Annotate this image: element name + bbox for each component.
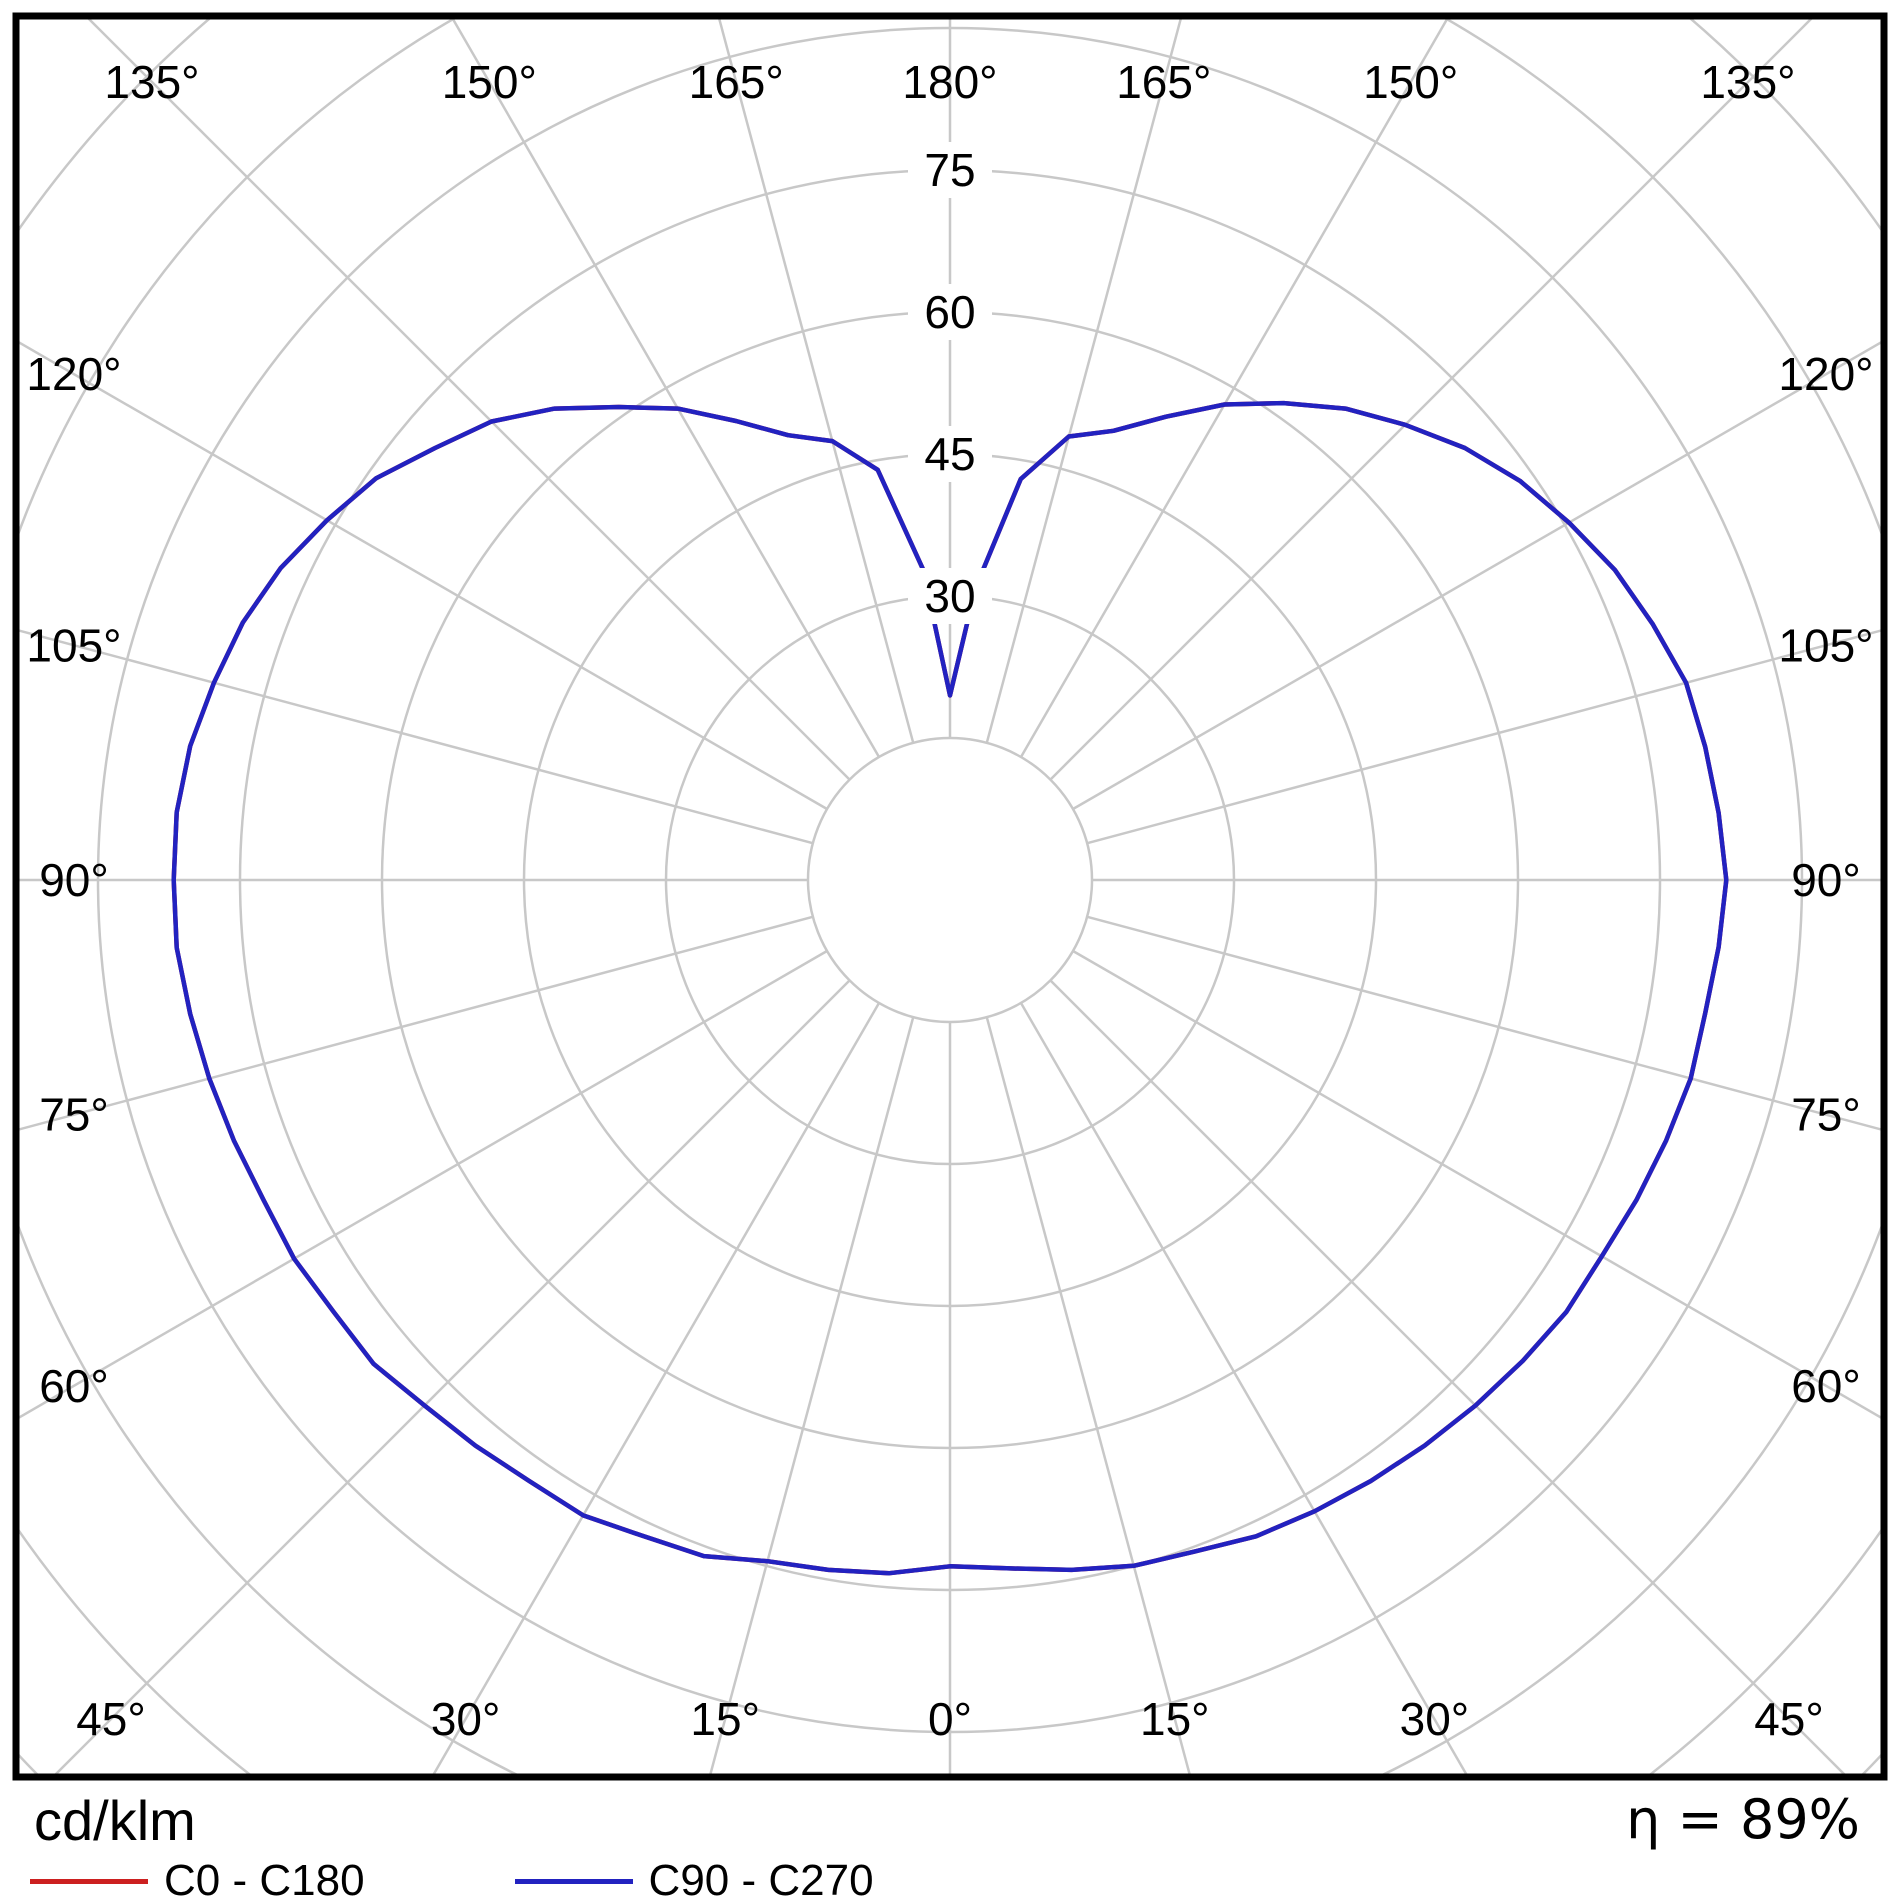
grid-ray (16, 949, 828, 1421)
legend-label-c90-c270: C90 - C270 (648, 1856, 874, 1900)
angle-label: 75° (39, 1089, 109, 1141)
angle-label: 60° (1791, 1360, 1861, 1412)
grid-ray (51, 979, 851, 1777)
grid-ray (708, 1016, 915, 1777)
grid-ray (449, 16, 881, 758)
angle-label: 45° (1754, 1693, 1824, 1745)
angle-label: 120° (26, 348, 121, 400)
angle-label: 90° (1791, 854, 1861, 906)
angle-label: 135° (1700, 56, 1795, 108)
legend-swatch-c0-c180 (30, 1878, 148, 1884)
grid-ray (16, 339, 828, 811)
grid-ray (1086, 915, 1884, 1132)
grid-ray (1086, 628, 1884, 845)
angle-label: 105° (1778, 619, 1873, 671)
angle-label: 15° (1140, 1693, 1210, 1745)
angle-label: 90° (39, 854, 109, 906)
grid-ray (1072, 949, 1884, 1421)
grid-ray (1072, 339, 1884, 811)
angle-label: 30° (431, 1693, 501, 1745)
grid-ray (84, 16, 851, 781)
radial-tick-bg (908, 426, 992, 482)
legend-swatch-c90-c270 (514, 1878, 633, 1884)
grid-ray (16, 915, 814, 1132)
grid-ray (1049, 979, 1849, 1777)
grid-ray (985, 1016, 1192, 1777)
curve-c90-c270 (171, 400, 1729, 1576)
radial-tick-bg (908, 284, 992, 340)
radial-tick-label: 60 (924, 286, 975, 338)
unit-label: cd/klm (34, 1789, 196, 1852)
angle-label: 0° (928, 1693, 972, 1745)
efficiency-label: η = 89% (1626, 1788, 1860, 1851)
angle-label: 15° (690, 1693, 760, 1745)
chart-frame (12, 12, 1888, 1781)
angle-label: 150° (442, 56, 537, 108)
angle-label: 30° (1400, 1693, 1470, 1745)
grid-ray (1019, 1002, 1470, 1777)
grid-ray (717, 16, 915, 744)
radial-tick-bg (908, 142, 992, 198)
angle-label: 180° (902, 56, 997, 108)
angle-label: 45° (76, 1693, 146, 1745)
angle-label: 120° (1778, 348, 1873, 400)
angle-label: 75° (1791, 1089, 1861, 1141)
radial-tick-label: 75 (924, 144, 975, 196)
legend: C0 - C180 C90 - C270 (30, 1856, 1024, 1900)
grid-ray (430, 1002, 881, 1777)
angle-label: 150° (1363, 56, 1458, 108)
grid-ray (985, 16, 1183, 744)
grid-ray (1049, 16, 1816, 781)
radial-tick-bg (908, 568, 992, 624)
angle-label: 165° (1116, 56, 1211, 108)
grid-ray (1019, 16, 1451, 758)
radial-tick-label: 45 (924, 428, 975, 480)
radial-tick-label: 30 (924, 570, 975, 622)
angle-label: 105° (26, 619, 121, 671)
legend-label-c0-c180: C0 - C180 (164, 1856, 365, 1900)
grid-ray (16, 628, 814, 845)
angle-label: 165° (689, 56, 784, 108)
angle-label: 60° (39, 1360, 109, 1412)
angle-label: 135° (104, 56, 199, 108)
